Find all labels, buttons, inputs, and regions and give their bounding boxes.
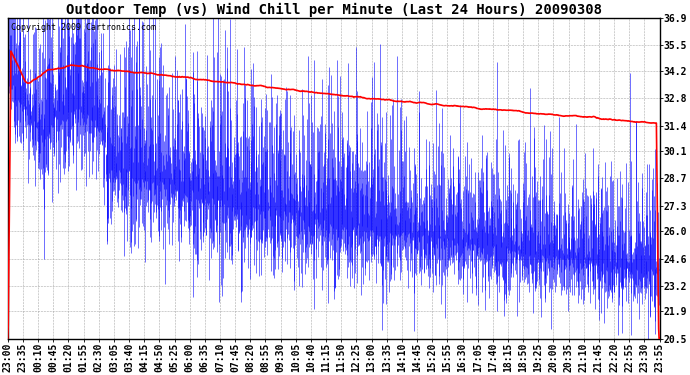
Title: Outdoor Temp (vs) Wind Chill per Minute (Last 24 Hours) 20090308: Outdoor Temp (vs) Wind Chill per Minute … [66, 3, 602, 17]
Text: Copyright 2009 Cartronics.com: Copyright 2009 Cartronics.com [11, 23, 156, 32]
